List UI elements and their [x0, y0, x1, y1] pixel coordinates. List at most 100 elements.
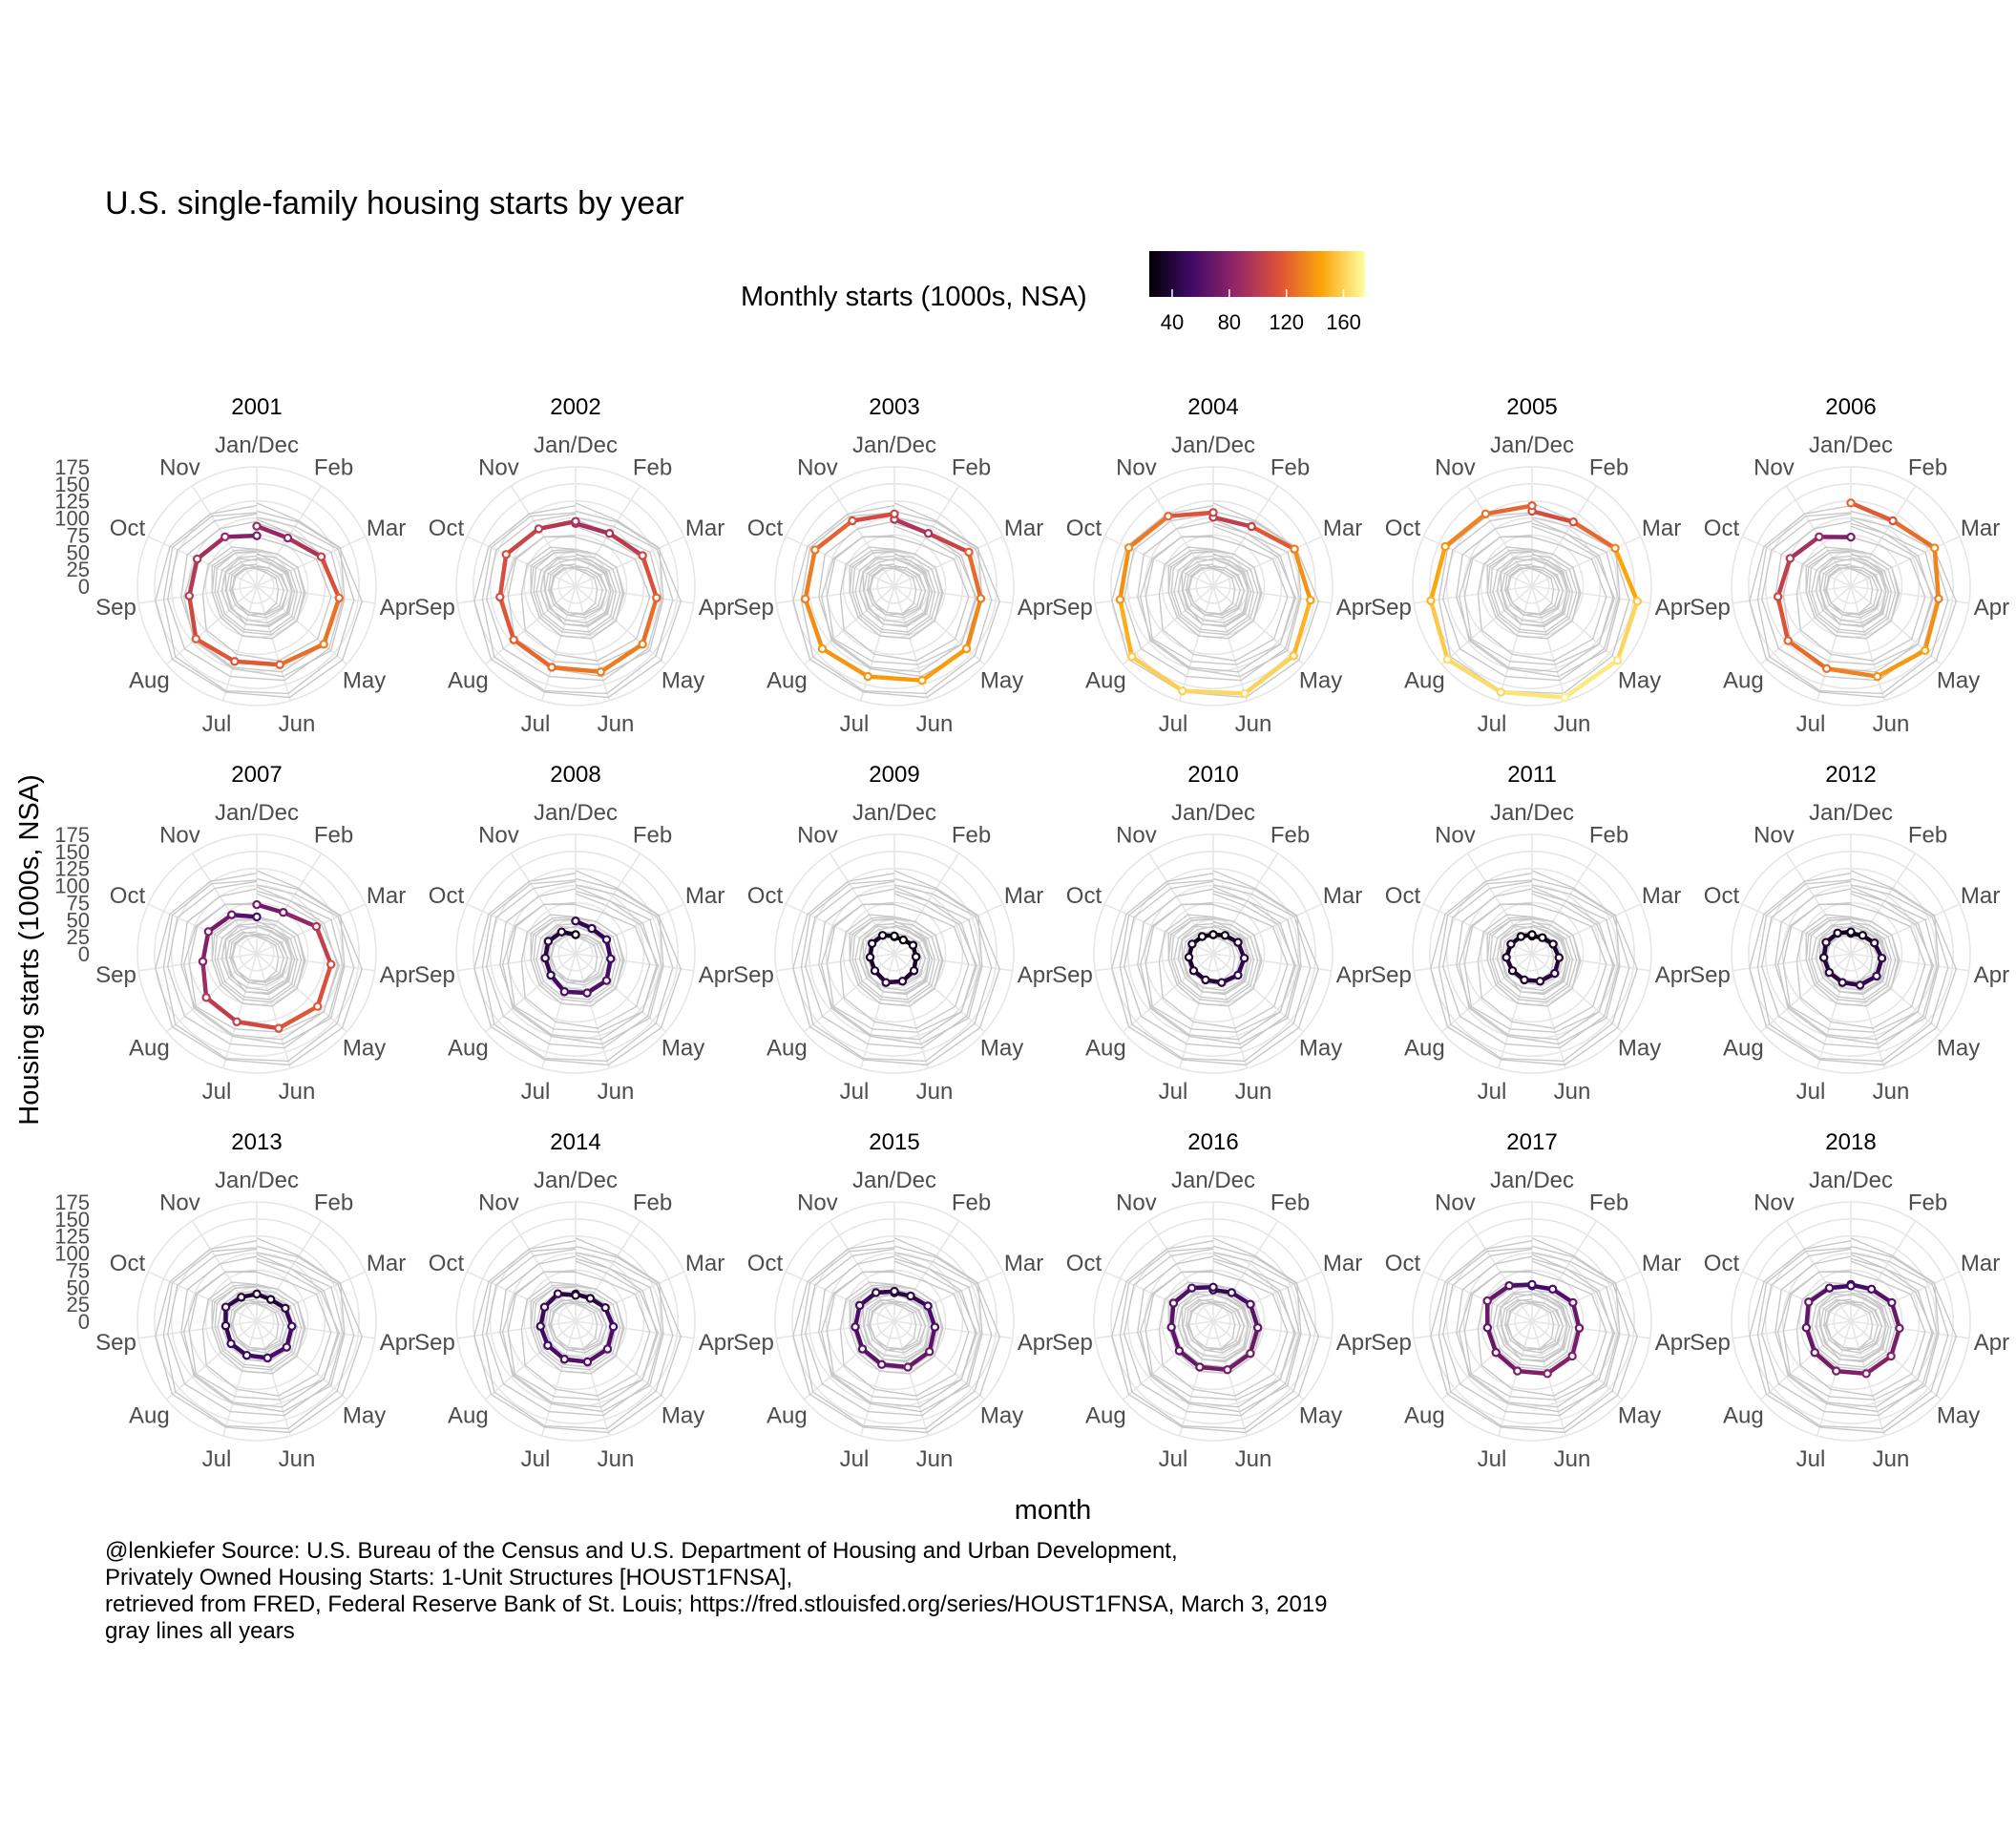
month-point [1507, 966, 1518, 976]
grid-spoke [138, 953, 258, 972]
month-point [283, 533, 293, 543]
grid-spoke [893, 1320, 1013, 1339]
month-point [1819, 953, 1829, 962]
grid-spoke [1212, 953, 1332, 972]
grid-spoke [1498, 1320, 1533, 1437]
background-year-line [1144, 893, 1297, 1033]
month-label: Mar [1642, 516, 1681, 541]
background-year-line [520, 536, 651, 662]
grid-spoke [1850, 485, 1917, 587]
month-point [1201, 975, 1210, 985]
background-year-line [1825, 567, 1874, 616]
month-label: Feb [952, 1190, 991, 1216]
month-label: Jan/Dec [852, 1168, 936, 1193]
grid-spoke [1531, 585, 1650, 604]
radial-tick-label: 125 [54, 857, 90, 881]
month-point [1178, 685, 1187, 696]
month-label: Nov [797, 1190, 838, 1216]
month-label: Apr [1655, 595, 1690, 621]
month-label: Feb [1270, 1190, 1310, 1216]
panel-year-label: 2011 [1507, 762, 1557, 788]
grid-spoke [1123, 1320, 1214, 1401]
background-year-line [1170, 551, 1259, 636]
month-label: Oct [1066, 1251, 1102, 1276]
month-point [1824, 1283, 1835, 1293]
grid-spoke [256, 1320, 375, 1339]
radial-tick-label: 175 [54, 455, 90, 479]
grid-spoke [1103, 536, 1214, 587]
grid-spoke [1531, 1320, 1650, 1339]
month-point [539, 1302, 550, 1312]
grid-spoke [256, 1220, 323, 1322]
year-line-segment [803, 547, 818, 601]
month-label: Mar [685, 516, 724, 541]
background-year-line [1177, 558, 1252, 628]
month-point [1227, 1288, 1237, 1297]
background-year-line [1808, 918, 1897, 1003]
grid-spoke [1212, 585, 1304, 665]
month-label: Aug [1404, 668, 1445, 694]
background-year-line [1456, 520, 1614, 673]
month-label: Sep [1690, 595, 1731, 621]
month-label: Jan/Dec [215, 432, 299, 458]
month-point [220, 532, 230, 542]
month-point [1824, 967, 1835, 978]
month-point [553, 1289, 563, 1298]
month-point [192, 554, 202, 564]
month-point [890, 1286, 899, 1296]
month-label: May [980, 668, 1023, 694]
month-point [1861, 1369, 1871, 1379]
month-point [1888, 516, 1898, 526]
month-label: Feb [1589, 455, 1628, 481]
grid-spoke [147, 1271, 258, 1322]
panel-year-label: 2017 [1506, 1129, 1557, 1155]
month-point [1289, 651, 1298, 661]
month-label: Nov [159, 455, 200, 481]
month-label: Mar [1961, 1251, 2000, 1276]
background-year-line [1144, 1260, 1297, 1401]
grid-spoke [1414, 953, 1533, 972]
month-point [1223, 1365, 1232, 1375]
month-point [312, 1001, 323, 1011]
grid-spoke [893, 953, 929, 1069]
month-point [817, 643, 828, 654]
grid-spoke [485, 1320, 577, 1401]
year-line-segment [1493, 1350, 1520, 1374]
grid-spoke [457, 585, 577, 604]
month-point [863, 671, 872, 682]
month-label: Feb [314, 823, 353, 849]
year-line-segment [321, 596, 342, 647]
grid-spoke [457, 1320, 577, 1339]
background-year-line [220, 925, 296, 996]
chart-title: U.S. single-family housing starts by yea… [105, 185, 684, 221]
month-point [1217, 978, 1227, 987]
month-label: Nov [1754, 455, 1795, 481]
background-year-line [1173, 555, 1255, 633]
background-year-line [549, 934, 604, 982]
grid-spoke [138, 585, 258, 604]
grid-spoke [893, 1320, 985, 1401]
month-point [870, 966, 880, 976]
grid-spoke [1850, 585, 1885, 702]
background-year-line [481, 879, 674, 1063]
month-label: Sep [1052, 1330, 1093, 1356]
panel-2017: 2017 Jan/Dec Feb Mar Apr May Jun Jul Aug Sep Oct No… [1371, 1129, 1690, 1472]
grid-spoke [485, 953, 577, 1033]
background-year-line [155, 873, 364, 1066]
panel-year-label: 2008 [550, 762, 600, 788]
month-label: Mar [1323, 516, 1362, 541]
year-line-segment [1848, 500, 1896, 523]
month-point [923, 529, 934, 538]
background-year-line [804, 880, 982, 1049]
grid-spoke [1732, 953, 1852, 972]
year-line-segment [1615, 599, 1640, 663]
background-year-line [1139, 1237, 1302, 1413]
background-year-line [1503, 1298, 1564, 1354]
month-label: May [1299, 1403, 1342, 1429]
background-year-line [201, 536, 332, 662]
radial-tick-label: 50 [67, 540, 90, 564]
year-line-segment [865, 674, 925, 683]
background-year-line [820, 502, 983, 678]
panel-2015: 2015 Jan/Dec Feb Mar Apr May Jun Jul Aug Sep Oct No… [733, 1129, 1053, 1472]
grid-spoke [541, 585, 577, 702]
